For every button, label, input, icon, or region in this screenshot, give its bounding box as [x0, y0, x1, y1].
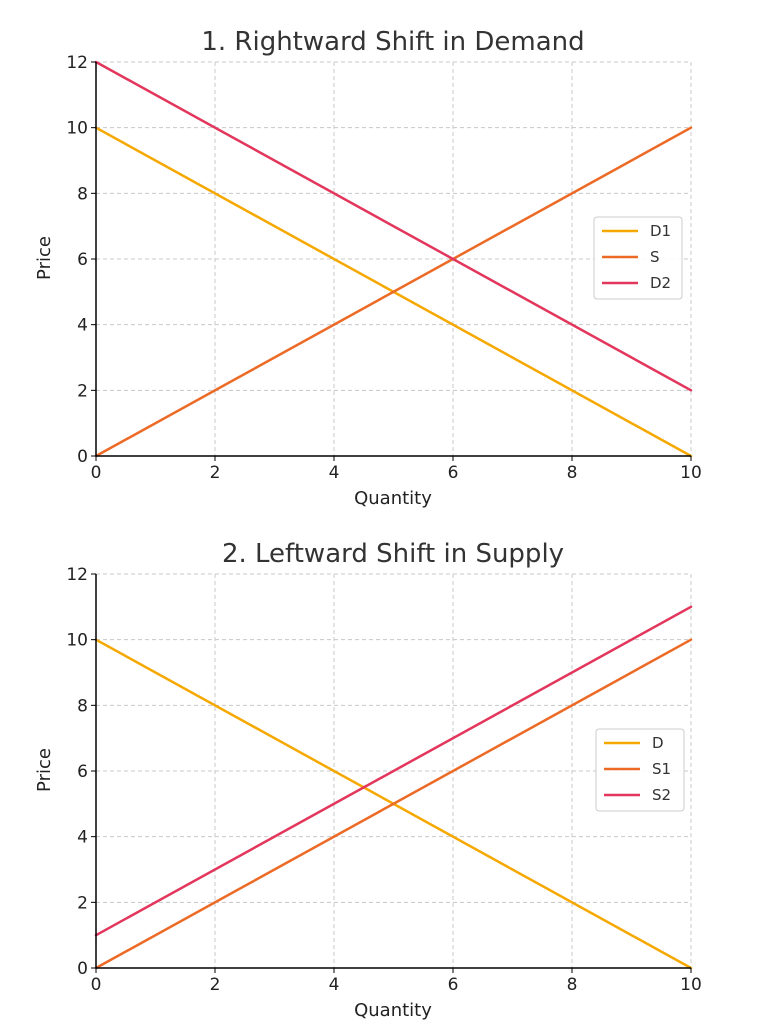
- y-tick-label: 4: [77, 828, 88, 848]
- chart-1: 1. Rightward Shift in Demand 0 2 4 6 8 10 0 2 4 6…: [34, 27, 702, 509]
- x-tick-label: 2: [210, 463, 221, 483]
- y-tick-label: 8: [77, 184, 88, 204]
- y-tick-label: 0: [77, 959, 88, 979]
- legend-label: D2: [650, 274, 671, 292]
- y-tick-label: 2: [77, 893, 88, 913]
- chart-1-xlabel: Quantity: [354, 488, 432, 509]
- y-tick-label: 10: [66, 119, 88, 139]
- y-tick-label: 12: [66, 53, 88, 73]
- x-tick-label: 8: [567, 463, 578, 483]
- y-tick-label: 8: [77, 696, 88, 716]
- chart-2-title: 2. Leftward Shift in Supply: [222, 539, 564, 569]
- x-tick-label: 10: [680, 975, 702, 995]
- chart-2-legend: D S1 S2: [595, 728, 685, 812]
- y-tick-label: 6: [77, 250, 88, 270]
- legend-label: S2: [652, 786, 671, 804]
- chart-2-plot: 0 2 4 6 8 10 0 2 4 6 8 10 12: [66, 565, 701, 995]
- y-tick-label: 6: [77, 762, 88, 782]
- legend-label: D1: [650, 222, 671, 240]
- x-tick-label: 10: [680, 463, 702, 483]
- x-tick-label: 8: [567, 975, 578, 995]
- y-tick-label: 2: [77, 381, 88, 401]
- y-tick-label: 4: [77, 316, 88, 336]
- legend-label: S1: [652, 760, 671, 778]
- y-tick-label: 0: [77, 447, 88, 467]
- legend-label: D: [652, 734, 664, 752]
- x-tick-label: 6: [448, 975, 459, 995]
- legend-label: S: [650, 248, 660, 266]
- x-tick-label: 0: [91, 463, 102, 483]
- x-tick-label: 6: [448, 463, 459, 483]
- series-line-s2: [94, 605, 693, 937]
- x-tick-label: 2: [210, 975, 221, 995]
- chart-2-ylabel: Price: [34, 748, 55, 792]
- x-tick-label: 4: [329, 975, 340, 995]
- y-tick-label: 10: [66, 631, 88, 651]
- series-line-s: [94, 126, 693, 458]
- series-line-d2: [94, 60, 693, 392]
- chart-2: 2. Leftward Shift in Supply 0 2 4 6 8 10 0 2 4 6 8…: [34, 539, 702, 1021]
- x-tick-label: 0: [91, 975, 102, 995]
- x-tick-label: 4: [329, 463, 340, 483]
- chart-1-title: 1. Rightward Shift in Demand: [201, 27, 584, 57]
- chart-1-ylabel: Price: [34, 236, 55, 280]
- y-tick-label: 12: [66, 565, 88, 585]
- chart-1-plot: 0 2 4 6 8 10 0 2 4 6 8 10 12: [66, 53, 701, 483]
- series-line-s1: [94, 638, 693, 970]
- chart-2-xlabel: Quantity: [354, 1000, 432, 1021]
- chart-1-legend: D1 S D2: [593, 216, 683, 300]
